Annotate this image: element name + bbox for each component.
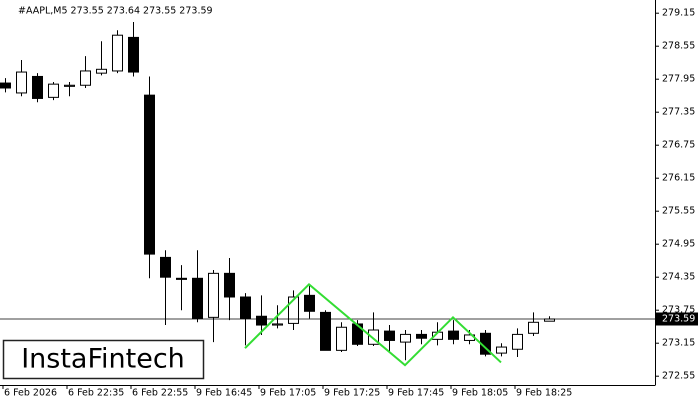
candle-body bbox=[112, 34, 123, 72]
y-tick-label: 275.55 bbox=[662, 206, 695, 217]
candle-body bbox=[64, 84, 75, 87]
y-tick-label: 279.15 bbox=[662, 8, 695, 19]
candle-body bbox=[368, 329, 379, 345]
price-label: 273.59 bbox=[662, 314, 695, 325]
candle-body bbox=[128, 36, 139, 73]
candle-body bbox=[496, 346, 507, 354]
x-tick-label: 9 Feb 18:05 bbox=[452, 388, 508, 399]
x-tick-label: 9 Feb 17:25 bbox=[324, 388, 380, 399]
candle-body bbox=[272, 323, 283, 326]
candle-body bbox=[192, 277, 203, 319]
candle-body bbox=[32, 75, 43, 99]
candle-body bbox=[16, 71, 27, 94]
x-tick-label: 9 Feb 16:45 bbox=[196, 388, 252, 399]
y-tick-label: 277.95 bbox=[662, 74, 695, 85]
x-tick-label: 6 Feb 22:55 bbox=[132, 388, 188, 399]
y-tick-label: 273.15 bbox=[662, 338, 695, 349]
y-tick-label: 274.95 bbox=[662, 239, 695, 250]
candle-body bbox=[240, 296, 251, 319]
candle-body bbox=[0, 82, 11, 89]
candle-body bbox=[448, 330, 459, 340]
logo: InstaFintech bbox=[21, 344, 185, 375]
candle-body bbox=[256, 315, 267, 326]
candle-body bbox=[384, 330, 395, 341]
pattern-line bbox=[244, 282, 502, 367]
candle-body bbox=[416, 333, 427, 339]
candle-body bbox=[208, 272, 219, 318]
candle-body bbox=[528, 321, 539, 334]
y-tick-label: 273.75 bbox=[662, 305, 695, 316]
x-tick-label: 6 Feb 22:35 bbox=[68, 388, 124, 399]
price-label-box bbox=[656, 312, 698, 326]
candle-body bbox=[144, 94, 155, 255]
candle-body bbox=[80, 70, 91, 86]
y-tick-label: 276.75 bbox=[662, 140, 695, 151]
candle-body bbox=[512, 333, 523, 350]
x-tick-label: 9 Feb 17:45 bbox=[388, 388, 444, 399]
candle-body bbox=[224, 272, 235, 298]
candle-body bbox=[304, 294, 315, 312]
candle-body bbox=[96, 68, 107, 74]
y-tick-label: 277.35 bbox=[662, 107, 695, 118]
logo-box bbox=[2, 339, 205, 380]
candle-body bbox=[288, 296, 299, 324]
y-tick-label: 276.15 bbox=[662, 173, 695, 184]
candle-body bbox=[400, 333, 411, 343]
x-tick-label: 9 Feb 17:05 bbox=[260, 388, 316, 399]
y-tick-label: 272.55 bbox=[662, 371, 695, 382]
x-tick-label: 9 Feb 18:25 bbox=[516, 388, 572, 399]
candle-body bbox=[176, 277, 187, 280]
y-tick-label: 274.35 bbox=[662, 272, 695, 283]
x-tick-label: 6 Feb 2026 bbox=[4, 388, 57, 399]
candle-body bbox=[336, 326, 347, 351]
chart-title: #AAPL,M5 273.55 273.64 273.55 273.59 bbox=[18, 6, 213, 17]
y-tick-label: 278.55 bbox=[662, 41, 695, 52]
candle-body bbox=[320, 311, 331, 351]
candle-body bbox=[160, 256, 171, 278]
candle-body bbox=[48, 83, 59, 98]
